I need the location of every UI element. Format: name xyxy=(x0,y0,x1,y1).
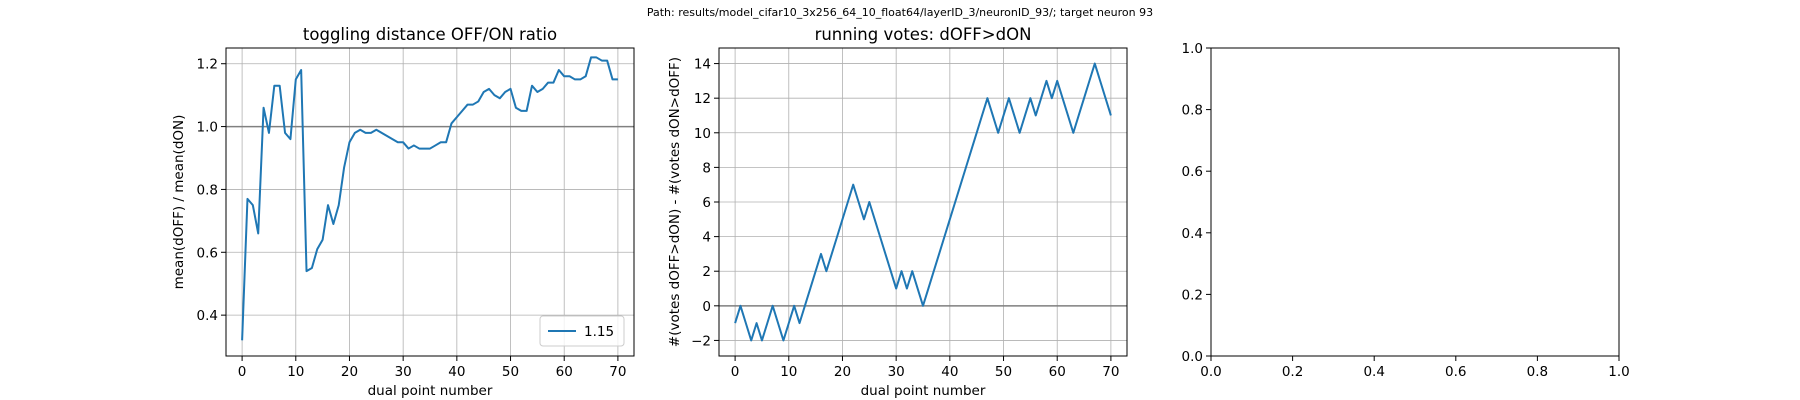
x-tick-label: 20 xyxy=(834,364,851,380)
y-axis-label: #(votes dOFF>dON) - #(votes dON>dOFF) xyxy=(667,57,683,347)
y-tick-label: 10 xyxy=(694,126,711,142)
toggling-ratio-chart: 0 10 20 30 40 50 60 70 0.4 0.6 0.8 1.0 1.2 toggling d… xyxy=(171,25,635,399)
chart-title: running votes: dOFF>dON xyxy=(815,25,1032,44)
figure-suptitle: Path: results/model_cifar10_3x256_64_10_… xyxy=(647,6,1153,19)
y-tick-label: 0.2 xyxy=(1182,287,1203,303)
empty-chart: 0.0 0.2 0.4 0.6 0.8 1.0 0.0 0.2 0.4 0.6 0.8 1.0 xyxy=(1182,41,1630,380)
x-tick-label: 20 xyxy=(341,364,358,380)
x-tick-label: 30 xyxy=(395,364,412,380)
series-line xyxy=(734,62,1112,342)
y-tick-label: 12 xyxy=(694,91,711,107)
x-axis-label: dual point number xyxy=(861,383,986,399)
x-axis-label: dual point number xyxy=(368,383,493,399)
y-tick-label: 4 xyxy=(702,230,711,246)
x-tick-label: 0.6 xyxy=(1445,364,1466,380)
y-tick-label: 0.8 xyxy=(1182,103,1203,119)
legend-label: 1.15 xyxy=(584,324,614,340)
x-tick-label: 0 xyxy=(238,364,247,380)
x-tick-label: 0.8 xyxy=(1527,364,1548,380)
legend: 1.15 xyxy=(539,315,625,347)
y-tick-label: 0.4 xyxy=(197,308,218,324)
x-tick-label: 40 xyxy=(941,364,958,380)
x-tick-label: 50 xyxy=(995,364,1012,380)
x-tick-label: 40 xyxy=(448,364,465,380)
y-tick-label: 14 xyxy=(694,57,711,73)
y-tick-label: −2 xyxy=(691,333,711,349)
chart-title: toggling distance OFF/ON ratio xyxy=(303,25,557,44)
x-tick-label: 10 xyxy=(780,364,797,380)
x-tick-label: 1.0 xyxy=(1608,364,1629,380)
y-axis-label: mean(dOFF) / mean(dON) xyxy=(171,115,187,290)
y-tick-label: 0.6 xyxy=(197,245,218,261)
series-line xyxy=(241,56,618,341)
x-tick-label: 60 xyxy=(556,364,573,380)
x-tick-label: 30 xyxy=(888,364,905,380)
x-tick-label: 60 xyxy=(1049,364,1066,380)
axes-frame xyxy=(1210,47,1620,357)
y-tick-label: 0.6 xyxy=(1182,164,1203,180)
x-tick-label: 0 xyxy=(731,364,740,380)
y-tick-label: 8 xyxy=(702,160,711,176)
x-tick-label: 70 xyxy=(1102,364,1119,380)
x-tick-label: 0.2 xyxy=(1282,364,1303,380)
x-tick-label: 10 xyxy=(287,364,304,380)
y-tick-label: 0.8 xyxy=(197,182,218,198)
y-tick-label: 1.0 xyxy=(1182,41,1203,57)
x-tick-label: 70 xyxy=(609,364,626,380)
y-tick-label: 2 xyxy=(702,264,711,280)
running-votes-chart: 0 10 20 30 40 50 60 70 −2 0 2 4 6 8 10 12 14 running vote… xyxy=(667,25,1128,399)
y-tick-label: 0 xyxy=(702,299,711,315)
x-tick-label: 0.0 xyxy=(1200,364,1221,380)
x-tick-label: 0.4 xyxy=(1363,364,1384,380)
y-tick-label: 1.2 xyxy=(197,57,218,73)
x-tick-label: 50 xyxy=(502,364,519,380)
y-tick-label: 1.0 xyxy=(197,120,218,136)
y-tick-label: 0.4 xyxy=(1182,226,1203,242)
legend-box xyxy=(539,315,625,347)
y-tick-label: 6 xyxy=(702,195,711,211)
y-tick-label: 0.0 xyxy=(1182,349,1203,365)
axes-frame xyxy=(225,47,635,357)
